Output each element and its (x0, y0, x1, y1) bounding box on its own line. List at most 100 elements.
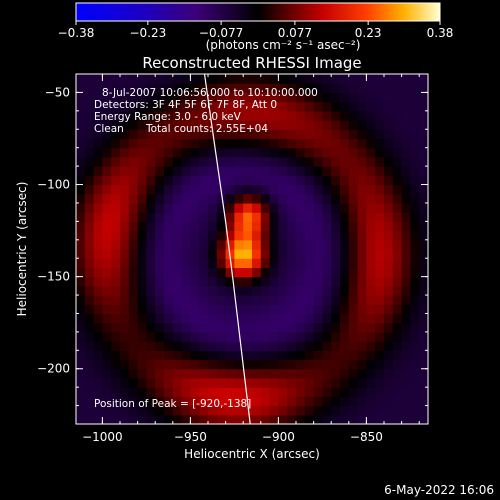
heatmap-cell (366, 359, 376, 370)
heatmap-cell (234, 341, 244, 351)
heatmap-cell (287, 212, 297, 222)
heatmap-cell (128, 377, 139, 388)
heatmap-cell (392, 212, 403, 222)
heatmap-cell (208, 184, 218, 195)
heatmap-cell (419, 184, 428, 195)
heatmap-cell (155, 175, 165, 186)
heatmap-cell (181, 350, 191, 361)
heatmap-cell (225, 304, 235, 315)
heatmap-cell (269, 276, 279, 287)
colorbar-tick-label: 0.23 (355, 26, 382, 40)
heatmap-cell (243, 129, 253, 140)
heatmap-cell (340, 110, 350, 121)
heatmap-cell (375, 285, 385, 296)
heatmap-cell (172, 83, 183, 94)
heatmap-cell (190, 295, 200, 305)
heatmap-cell (401, 230, 411, 241)
heatmap-cell (120, 147, 130, 158)
heatmap-cell (375, 166, 385, 176)
heatmap-cell (410, 202, 420, 213)
heatmap-cell (401, 368, 411, 379)
heatmap-cell (93, 322, 103, 333)
heatmap-cell (84, 212, 95, 222)
heatmap-cell (269, 101, 279, 112)
heatmap-cell (93, 249, 103, 259)
heatmap-cell (216, 212, 227, 222)
heatmap-cell (146, 285, 156, 296)
heatmap-cell (128, 147, 139, 158)
heatmap-cell (76, 341, 86, 351)
heatmap-cell (410, 147, 420, 158)
heatmap-cell (260, 396, 271, 407)
heatmap-cell (401, 83, 411, 94)
heatmap-cell (234, 359, 244, 370)
heatmap-cell (225, 396, 235, 407)
heatmap-cell (190, 129, 200, 140)
heatmap-cell (278, 202, 288, 213)
heatmap-cell (287, 387, 297, 397)
heatmap-cell (287, 304, 297, 315)
heatmap-cell (146, 350, 156, 361)
heatmap-cell (313, 92, 323, 103)
heatmap-cell (322, 101, 332, 112)
heatmap-cell (419, 295, 428, 305)
heatmap-cell (348, 147, 359, 158)
heatmap-cell (181, 110, 191, 121)
heatmap-cell (164, 368, 174, 379)
heatmap-cell (243, 341, 253, 351)
heatmap-cell (102, 295, 112, 305)
heatmap-cell (287, 175, 297, 186)
heatmap-cell (128, 267, 139, 278)
heatmap-cell (348, 405, 359, 416)
heatmap-cell (102, 387, 112, 397)
heatmap-cell (287, 249, 297, 259)
heatmap-cell (216, 92, 227, 103)
heatmap-cell (260, 322, 271, 333)
heatmap-cell (146, 221, 156, 232)
heatmap-cell (164, 285, 174, 296)
heatmap-cell (102, 396, 112, 407)
heatmap-cell (366, 230, 376, 241)
heatmap-cell (296, 129, 306, 140)
heatmap-cell (181, 83, 191, 94)
heatmap-cell (111, 331, 121, 342)
heatmap-cell (340, 377, 350, 388)
heatmap-cell (252, 110, 262, 121)
heatmap-cell (287, 221, 297, 232)
heatmap-cell (234, 387, 244, 397)
heatmap-cell (128, 92, 139, 103)
heatmap-cell (278, 230, 288, 241)
heatmap-cell (304, 202, 315, 213)
heatmap-cell (137, 212, 147, 222)
heatmap-cell (102, 202, 112, 213)
heatmap-cell (304, 341, 315, 351)
heatmap-cell (296, 156, 306, 167)
heatmap-cell (313, 387, 323, 397)
heatmap-cell (243, 101, 253, 112)
heatmap-cell (410, 230, 420, 241)
heatmap-cell (172, 239, 183, 250)
heatmap-cell (340, 184, 350, 195)
heatmap-cell (287, 285, 297, 296)
heatmap-cell (172, 138, 183, 149)
heatmap-cell (190, 341, 200, 351)
annotation-clean: Clean (94, 123, 124, 135)
heatmap-cell (260, 377, 271, 388)
heatmap-cell (375, 377, 385, 388)
heatmap-cell (225, 313, 235, 324)
heatmap-cell (111, 202, 121, 213)
heatmap-cell (225, 193, 235, 204)
heatmap-cell (331, 129, 341, 140)
heatmap-cell (419, 156, 428, 167)
heatmap-cell (120, 267, 130, 278)
heatmap-cell (243, 239, 253, 250)
heatmap-cell (419, 147, 428, 158)
heatmap-cell (208, 101, 218, 112)
heatmap-cell (304, 110, 315, 121)
heatmap-cell (155, 166, 165, 176)
heatmap-cell (392, 175, 403, 186)
heatmap-cell (260, 110, 271, 121)
heatmap-cell (269, 83, 279, 94)
heatmap-cell (419, 129, 428, 140)
heatmap-cell (84, 249, 95, 259)
